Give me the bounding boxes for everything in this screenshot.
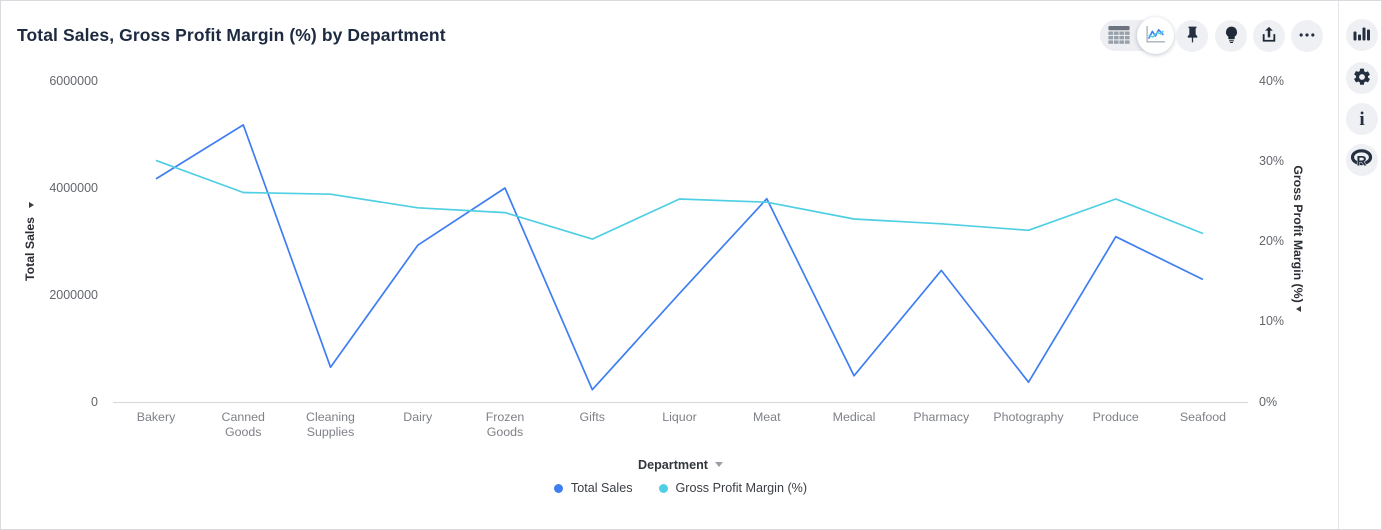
rail-divider (1338, 1, 1339, 529)
pin-button[interactable] (1176, 20, 1208, 52)
x-category-label: Meat (752, 410, 781, 424)
x-category-label: Pharmacy (913, 410, 970, 424)
right-axis-collapse-arrow-icon[interactable] (1296, 306, 1301, 312)
x-category-label: Bakery (136, 410, 176, 424)
legend-label: Total Sales (570, 481, 633, 495)
axis-tick-label: 0% (1259, 394, 1278, 409)
x-category-label: Seafood (1179, 410, 1227, 424)
pushpin-icon (1183, 25, 1202, 47)
right-axis-title: Gross Profit Margin (%) (1291, 165, 1305, 303)
lightbulb-icon (1222, 25, 1241, 47)
page-title: Total Sales, Gross Profit Margin (%) by … (17, 25, 446, 45)
legend-item-gross-profit-margin[interactable]: Gross Profit Margin (%) (658, 481, 808, 495)
x-category-label: Gifts (579, 410, 605, 424)
x-axis-field-selector[interactable]: Department (113, 458, 1248, 472)
x-category-label: Cleaning Supplies (306, 410, 355, 439)
x-category-label: Medical (832, 410, 876, 424)
settings-button[interactable] (1346, 62, 1378, 94)
axis-tick-label: 10% (1259, 314, 1285, 329)
table-grid-icon (1108, 26, 1130, 47)
x-axis-field-label: Department (638, 458, 708, 472)
line-chart-icon (1145, 25, 1166, 47)
x-category-label: Dairy (403, 410, 433, 424)
gear-icon (1352, 67, 1372, 90)
info-button[interactable]: i (1346, 103, 1378, 135)
left-axis-collapse-arrow-icon[interactable] (29, 202, 34, 208)
legend-label: Gross Profit Margin (%) (675, 481, 808, 495)
info-icon: i (1359, 108, 1365, 130)
x-category-label: Produce (1092, 410, 1139, 424)
axis-tick-label: 40% (1259, 73, 1285, 88)
table-view-button[interactable] (1107, 26, 1131, 45)
axis-tick-label: 0 (91, 394, 98, 409)
series-line-0 (155, 124, 1204, 391)
chart-legend: Total Sales Gross Profit Margin (%) (113, 481, 1248, 495)
r-logo-button[interactable]: R (1346, 144, 1378, 176)
x-category-label: Liquor (662, 410, 697, 424)
axis-tick-label: 30% (1259, 153, 1285, 168)
x-category-label: Canned Goods (221, 410, 265, 439)
chart-type-button[interactable] (1346, 19, 1378, 51)
series-line-1 (155, 159, 1204, 240)
x-category-label: Photography (993, 410, 1064, 424)
legend-marker-icon (553, 483, 563, 493)
axis-tick-label: 20% (1259, 234, 1285, 248)
legend-marker-icon (658, 483, 668, 493)
more-options-button[interactable] (1291, 20, 1323, 52)
chart-view-button[interactable] (1137, 17, 1174, 54)
x-category-label: Frozen Goods (485, 410, 525, 439)
left-axis-title: Total Sales (23, 216, 37, 282)
chart-area: 0 2000000 4000000 6000000 0% 10% 20% 30% 40% Ba… (1, 61, 1338, 529)
r-logo-icon: R (1350, 149, 1373, 171)
legend-item-total-sales[interactable]: Total Sales (553, 481, 633, 495)
ellipsis-icon (1297, 25, 1317, 48)
share-export-icon (1259, 25, 1279, 48)
svg-text:R: R (1357, 153, 1367, 169)
axis-tick-label: 4000000 (49, 180, 98, 195)
insights-button[interactable] (1215, 20, 1247, 52)
share-button[interactable] (1253, 20, 1285, 52)
view-toggle (1100, 17, 1174, 54)
axis-tick-label: 6000000 (49, 73, 98, 88)
x-axis-line (113, 402, 1248, 403)
bar-chart-icon (1353, 26, 1371, 44)
axis-tick-label: 2000000 (49, 287, 98, 302)
chevron-down-icon (714, 462, 723, 467)
